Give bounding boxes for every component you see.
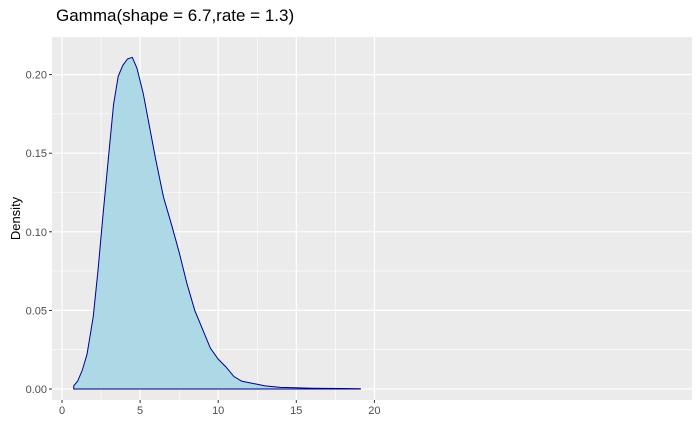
y-tick-label: 0.00	[26, 384, 47, 396]
y-tick-label: 0.20	[26, 70, 47, 82]
x-tick-label: 20	[368, 405, 380, 417]
x-tick-label: 15	[290, 405, 302, 417]
y-tick-label: 0.05	[26, 305, 47, 317]
axes: 0 5 10 15 20 0.00 0.05 0.10 0.15 0.20 Density	[8, 70, 381, 417]
x-tick-label: 0	[59, 405, 65, 417]
chart-title: Gamma(shape = 6.7,rate = 1.3)	[56, 6, 295, 25]
density-area	[73, 57, 361, 390]
x-tick-label: 5	[137, 405, 143, 417]
x-tick-label: 10	[212, 405, 224, 417]
y-axis-title: Density	[8, 196, 23, 240]
y-tick-label: 0.15	[26, 148, 47, 160]
density-line	[73, 56, 361, 390]
y-tick-label: 0.10	[26, 227, 47, 239]
